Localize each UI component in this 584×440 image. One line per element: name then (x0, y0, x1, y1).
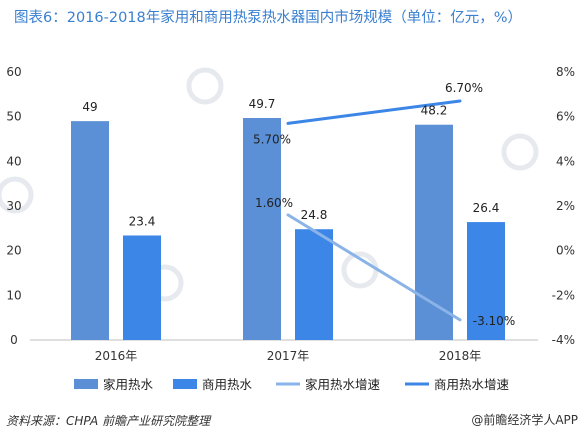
lines (286, 99, 462, 322)
bar-data-label: 49 (82, 100, 97, 114)
y-left-tick-label: 10 (6, 288, 21, 302)
y-right-tick-label: -2% (552, 288, 575, 302)
y-right-tick-label: -4% (552, 333, 575, 347)
line-series (286, 213, 462, 322)
y-right-tick-label: 4% (556, 154, 575, 168)
legend-label: 商用热水 (202, 377, 253, 392)
bar (295, 229, 333, 340)
line-data-label: 1.60% (255, 196, 293, 210)
source-note: 资料来源：CHPA 前瞻产业研究院整理 (6, 414, 211, 428)
y-left-tick-label: 40 (6, 154, 21, 168)
bar-data-label: 49.7 (249, 97, 276, 111)
legend-swatch (74, 379, 98, 389)
line-data-label: 5.70% (253, 132, 291, 146)
bar (415, 124, 453, 340)
line-data-label: -3.10% (473, 314, 515, 328)
bar-data-label: 26.4 (473, 201, 500, 215)
x-tick-label: 2017年 (267, 349, 310, 363)
bar-data-label: 23.4 (129, 214, 156, 228)
brand-credit: @前瞻经济学人APP (471, 413, 578, 427)
y-right-tick-label: 8% (556, 65, 575, 79)
y-right-tick-label: 2% (556, 199, 575, 213)
watermark-logo (501, 133, 539, 171)
y-left-tick-label: 30 (6, 199, 21, 213)
axes: 0 10 20 30 40 50 60 -4% -2% 0% 2% 4% 6% 8% 2016年 2017年 2… (6, 65, 575, 363)
legend-label: 家用热水增速 (305, 377, 381, 392)
bars (71, 118, 505, 340)
data-labels: 49 49.7 48.2 23.4 24.8 26.4 1.60% -3.10% 5.70% 6.… (82, 81, 515, 328)
line-series (286, 99, 462, 125)
x-tick-label: 2018年 (439, 349, 482, 363)
x-tick-label: 2016年 (95, 349, 138, 363)
y-left-tick-label: 50 (6, 110, 21, 124)
legend-label: 家用热水 (103, 377, 154, 392)
bar-data-label: 48.2 (421, 104, 448, 118)
y-right-tick-label: 0% (556, 244, 575, 258)
y-right-tick-label: 6% (556, 110, 575, 124)
watermark-logo (186, 67, 224, 105)
y-left-tick-label: 20 (6, 244, 21, 258)
bar (243, 118, 281, 340)
bar (467, 222, 505, 340)
chart-title: 图表6：2016-2018年家用和商用热泵热水器国内市场规模（单位：亿元，%） (14, 10, 523, 26)
bar (71, 121, 109, 340)
y-left-tick-label: 60 (6, 65, 21, 79)
line-data-label: 6.70% (445, 81, 483, 95)
watermark-logo (0, 176, 34, 214)
bar (123, 235, 161, 340)
bar-data-label: 24.8 (301, 208, 328, 222)
legend: 家用热水 商用热水 家用热水增速 商用热水增速 (74, 377, 510, 392)
legend-swatch (173, 379, 197, 389)
legend-label: 商用热水增速 (434, 377, 510, 392)
y-left-tick-label: 0 (10, 333, 18, 347)
